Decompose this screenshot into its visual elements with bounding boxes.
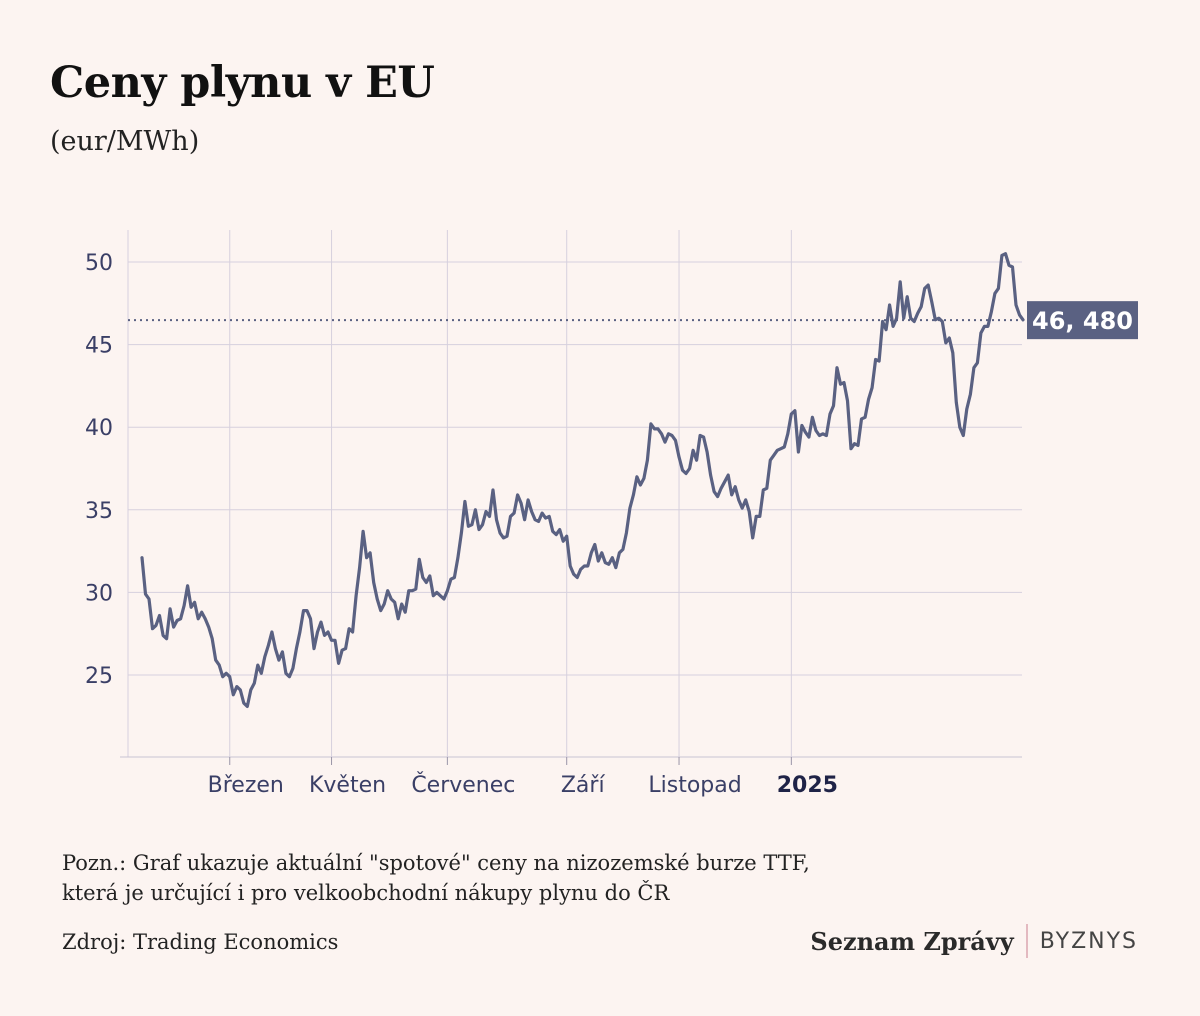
- reference-label: 46, 480: [1032, 307, 1133, 335]
- chart-note: Pozn.: Graf ukazuje aktuální "spotové" c…: [62, 848, 810, 908]
- brand-logo: Seznam Zprávy BYZNYS: [810, 924, 1138, 958]
- x-tick-label: Květen: [309, 773, 386, 798]
- y-tick-label: 30: [85, 581, 113, 606]
- brand-section: BYZNYS: [1039, 928, 1138, 954]
- x-tick-label: 2025: [777, 773, 838, 798]
- series-line: [140, 252, 1025, 708]
- chart-title: Ceny plynu v EU: [50, 58, 435, 108]
- x-tick-label: Červenec: [411, 772, 515, 798]
- reference-label-box: [1027, 301, 1138, 340]
- brand-separator: [1025, 924, 1028, 958]
- note-line-1: Pozn.: Graf ukazuje aktuální "spotové" c…: [62, 851, 810, 875]
- y-tick-label: 50: [85, 251, 113, 276]
- y-tick-label: 25: [85, 664, 113, 689]
- line-chart: 25 30 35 40 45 50 Březen Květen Červenec Září List…: [85, 230, 1138, 798]
- y-tick-label: 45: [85, 334, 113, 359]
- y-tick-label: 40: [85, 416, 113, 441]
- chart-source: Zdroj: Trading Economics: [62, 930, 339, 954]
- y-tick-label: 35: [85, 499, 113, 524]
- x-tick-label: Září: [561, 773, 606, 798]
- x-tick-label: Březen: [208, 773, 284, 798]
- brand-name: Seznam Zprávy: [810, 926, 1014, 956]
- note-line-2: která je určující i pro velkoobchodní ná…: [62, 881, 670, 905]
- chart-subtitle: (eur/MWh): [50, 126, 200, 157]
- x-tick-label: Listopad: [648, 773, 741, 798]
